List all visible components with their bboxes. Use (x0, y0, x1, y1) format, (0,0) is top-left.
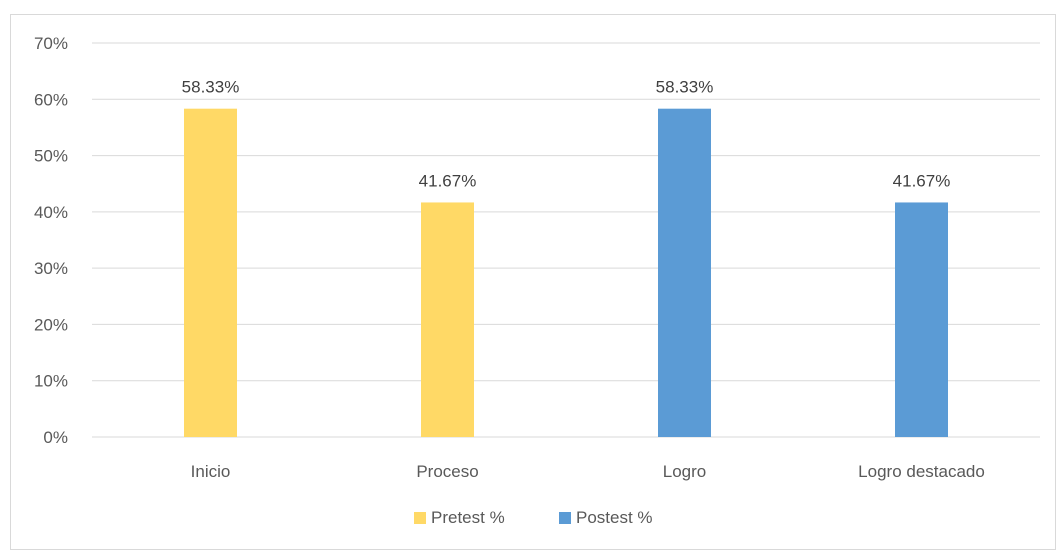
bar (421, 202, 474, 437)
legend-swatch (414, 512, 426, 524)
y-tick-label: 10% (34, 372, 68, 391)
y-tick-label: 0% (43, 428, 68, 447)
x-tick-label: Logro (663, 462, 706, 481)
bar (658, 108, 711, 437)
bar (184, 108, 237, 437)
bar (895, 202, 948, 437)
legend-label: Pretest % (431, 508, 505, 527)
x-tick-label: Proceso (416, 462, 478, 481)
data-label: 58.33% (656, 78, 714, 97)
x-tick-label: Inicio (191, 462, 231, 481)
y-tick-label: 60% (34, 90, 68, 109)
y-tick-label: 70% (34, 34, 68, 53)
y-tick-label: 50% (34, 147, 68, 166)
y-tick-label: 30% (34, 259, 68, 278)
data-label: 41.67% (893, 171, 951, 190)
y-tick-label: 20% (34, 315, 68, 334)
legend-label: Postest % (576, 508, 653, 527)
data-label: 41.67% (419, 171, 477, 190)
y-tick-label: 40% (34, 203, 68, 222)
legend-swatch (559, 512, 571, 524)
x-tick-label: Logro destacado (858, 462, 985, 481)
data-label: 58.33% (182, 78, 240, 97)
